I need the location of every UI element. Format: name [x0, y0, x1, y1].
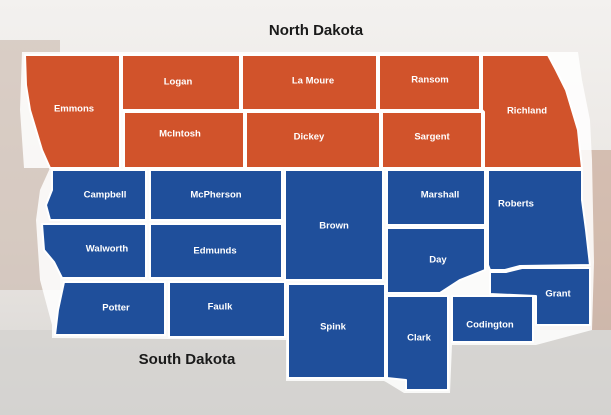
county-label: Clark	[407, 333, 431, 344]
county-shape	[284, 169, 384, 281]
county-label: Day	[429, 255, 447, 266]
county-label: Spink	[320, 322, 347, 333]
state-label: North Dakota	[269, 22, 364, 39]
county-shape	[121, 54, 241, 111]
county-shape	[149, 169, 283, 221]
county-label: McIntosh	[159, 129, 201, 140]
county-label: Walworth	[86, 244, 129, 255]
county-labels: Emmons Logan La Moure Ransom Richland Mc…	[54, 75, 572, 344]
county-shape	[123, 111, 245, 169]
state-label: South Dakota	[139, 351, 236, 368]
county-label: Edmunds	[193, 246, 236, 257]
county-label: Codington	[466, 320, 514, 331]
county-label: Faulk	[208, 302, 234, 313]
county-shape	[245, 111, 381, 169]
county-label: Dickey	[294, 132, 325, 143]
county-label: La Moure	[292, 76, 334, 87]
county-shape	[386, 227, 486, 294]
county-label: Richland	[507, 106, 547, 117]
county-shape	[168, 281, 286, 338]
county-shape	[381, 111, 483, 169]
county-shape	[386, 169, 486, 226]
south-dakota-counties	[41, 169, 591, 391]
county-label: Brown	[319, 221, 349, 232]
county-shape	[41, 223, 147, 279]
county-shape	[241, 54, 378, 111]
county-shape	[149, 223, 283, 279]
county-label: Roberts	[498, 199, 534, 210]
county-shape	[386, 295, 449, 391]
county-label: McPherson	[190, 190, 241, 201]
north-dakota-counties	[24, 54, 583, 169]
county-label: Sargent	[414, 132, 450, 143]
county-shape	[378, 54, 481, 111]
county-shape	[451, 295, 534, 343]
county-label: Emmons	[54, 104, 94, 115]
county-shape	[24, 54, 121, 169]
county-shape	[54, 281, 166, 336]
county-shape	[45, 169, 147, 221]
county-label: Grant	[545, 289, 571, 300]
county-shape	[481, 54, 583, 169]
county-label: Campbell	[84, 190, 127, 201]
county-label: Ransom	[411, 75, 448, 86]
county-shape	[489, 267, 591, 326]
county-shape	[287, 283, 386, 379]
county-shape	[487, 169, 591, 271]
county-label: Marshall	[421, 190, 460, 201]
county-label: Potter	[102, 303, 130, 314]
county-label: Logan	[164, 77, 193, 88]
